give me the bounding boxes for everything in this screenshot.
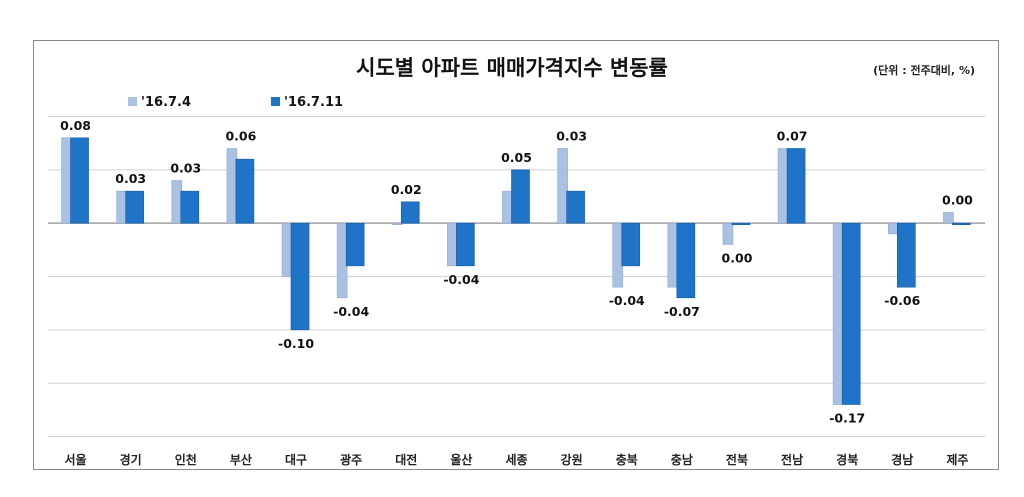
x-tick-label: 세종 (505, 452, 527, 467)
legend-swatch-series-1 (128, 97, 137, 106)
data-label: 0.07 (777, 129, 808, 144)
x-tick-label: 서울 (65, 452, 87, 467)
data-label: -0.06 (884, 293, 920, 308)
x-tick-label: 대구 (285, 453, 307, 467)
legend-label-series-2: '16.7.11 (284, 95, 343, 110)
data-label: -0.04 (333, 304, 369, 319)
data-labels: 0.08 0.03 0.03 0.06 -0.10 -0.04 0.02 -0.04 0.05 0… (60, 118, 973, 426)
data-label: -0.10 (278, 336, 314, 351)
data-label: 0.00 (942, 193, 973, 208)
x-tick-label: 충북 (616, 452, 638, 467)
x-tick-label: 경남 (891, 452, 913, 467)
bar-series-1 (667, 222, 679, 288)
x-tick-label: 부산 (230, 452, 252, 467)
bar-series-1 (502, 190, 513, 224)
bar-series-2 (180, 190, 200, 224)
bar-series-2 (841, 222, 861, 405)
x-tick-label: 광주 (340, 452, 362, 467)
bar-series-2 (897, 222, 916, 288)
legend-label-series-1: '16.7.4 (141, 95, 191, 110)
data-label: 0.05 (501, 150, 532, 165)
gridlines (48, 115, 985, 438)
x-tick-label: 대전 (395, 452, 417, 467)
bar-series-2 (566, 190, 585, 224)
bar-series-2 (290, 222, 310, 331)
bar-series-1 (722, 222, 734, 245)
bar-series-1 (943, 212, 954, 224)
data-label: 0.06 (225, 129, 256, 144)
x-tick-label: 전북 (726, 452, 748, 467)
bar-series-1 (612, 222, 624, 288)
legend: '16.7.4 '16.7.11 (128, 95, 343, 110)
bar-series-2 (125, 190, 144, 224)
bar-series-1 (888, 222, 899, 235)
bar-series-2 (70, 137, 89, 224)
data-label: 0.08 (60, 118, 91, 133)
x-tick-label: 제주 (946, 453, 968, 467)
bar-series-2 (676, 222, 696, 299)
legend-swatch-series-2 (271, 97, 280, 106)
bar-series-1 (226, 148, 238, 224)
x-tick-label: 전남 (781, 452, 803, 467)
bar-series-2 (786, 148, 806, 224)
data-label: 0.00 (722, 251, 753, 266)
chart-title: 시도별 아파트 매매가격지수 변동률 (356, 56, 668, 80)
x-tick-label: 강원 (561, 453, 583, 467)
data-label: -0.04 (609, 293, 645, 308)
chart-frame (33, 40, 999, 470)
data-label: 0.02 (391, 182, 422, 197)
bar-series-2 (621, 222, 641, 267)
bar-series-1 (61, 137, 72, 224)
data-label: 0.03 (170, 161, 201, 176)
bar-series-1 (832, 222, 844, 405)
data-label: -0.17 (829, 411, 865, 426)
bar-series-1 (171, 180, 183, 224)
bar-series-1 (557, 148, 568, 224)
bar-series-2 (400, 201, 420, 224)
bars (61, 137, 971, 405)
bar-series-2 (731, 222, 751, 225)
bar-series-2 (511, 169, 530, 224)
bar-series-1 (391, 222, 403, 225)
x-tick-label: 울산 (450, 452, 472, 467)
bar-series-2 (235, 158, 255, 224)
data-label: 0.03 (556, 129, 587, 144)
x-axis-labels: 서울 경기 인천 부산 대구 광주 대전 울산 세종 강원 충북 충남 전북 전남 경북 경남 제주 (65, 452, 969, 467)
data-label: -0.07 (664, 304, 700, 319)
bar-series-1 (336, 222, 348, 299)
x-tick-label: 충남 (671, 452, 693, 467)
bar-series-1 (447, 222, 458, 267)
bar-series-2 (345, 222, 365, 267)
data-label: -0.04 (443, 272, 479, 287)
bar-series-1 (281, 222, 293, 277)
x-tick-label: 경기 (120, 452, 142, 467)
bar-series-2 (456, 222, 475, 267)
bar-series-1 (777, 148, 789, 224)
bar-series-1 (116, 190, 127, 224)
bar-series-2 (952, 222, 971, 225)
x-tick-label: 경북 (836, 453, 858, 467)
x-tick-label: 인천 (175, 452, 197, 467)
data-label: 0.03 (115, 171, 146, 186)
unit-note: (단위 : 전주대비, %) (873, 63, 975, 77)
